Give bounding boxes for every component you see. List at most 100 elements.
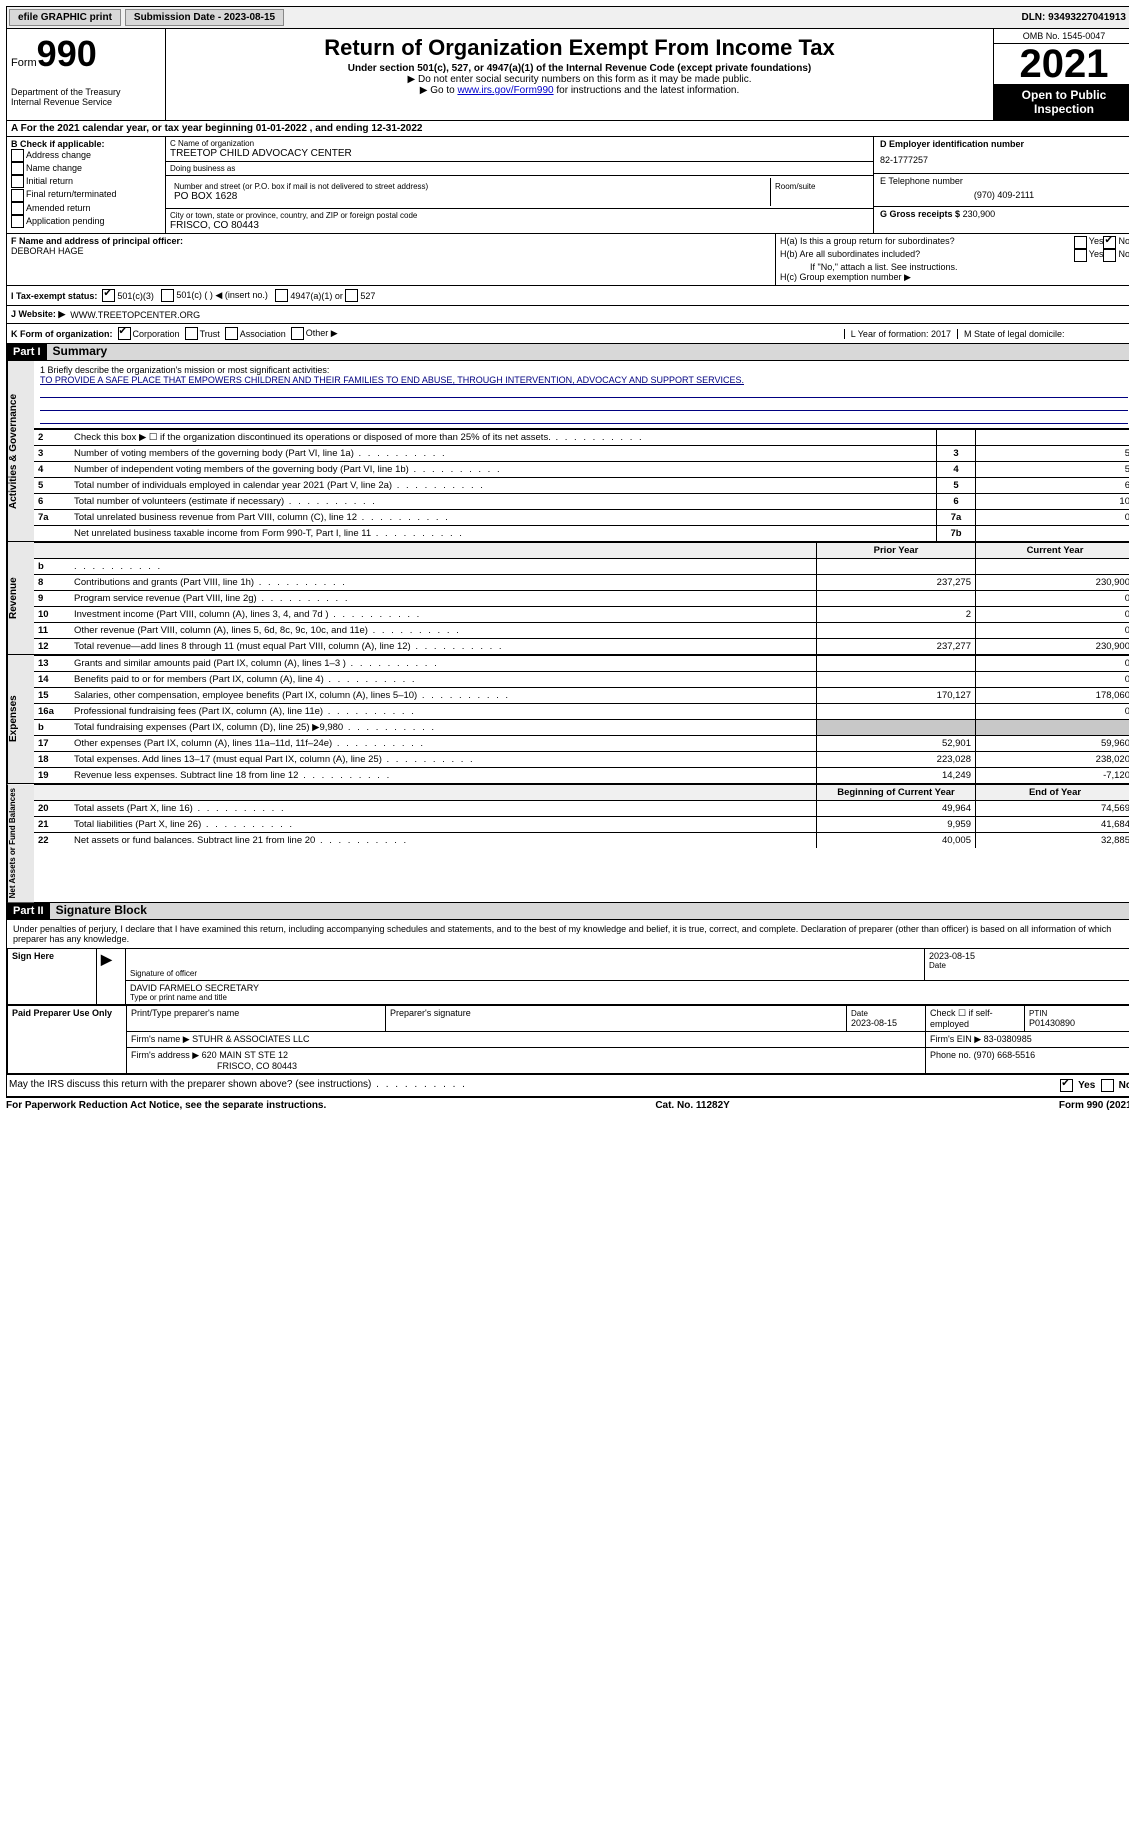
note2-pre: ▶ Go to (420, 85, 458, 96)
check-name-change[interactable]: Name change (11, 162, 161, 175)
ein-label: D Employer identification number (880, 139, 1128, 149)
website-value: WWW.TREETOPCENTER.ORG (70, 310, 200, 320)
line-a: A For the 2021 calendar year, or tax yea… (6, 121, 1129, 137)
addr-value: PO BOX 1628 (174, 191, 766, 202)
dept-label: Department of the Treasury Internal Reve… (11, 87, 161, 107)
governance-table: 2Check this box ▶ ☐ if the organization … (34, 429, 1129, 541)
city-value: FRISCO, CO 80443 (170, 220, 869, 231)
tab-revenue: Revenue (7, 542, 34, 654)
org-name: TREETOP CHILD ADVOCACY CENTER (170, 148, 869, 159)
addr-label: Number and street (or P.O. box if mail i… (174, 182, 766, 191)
prep-date-label: Date (851, 1009, 868, 1018)
mission-text: TO PROVIDE A SAFE PLACE THAT EMPOWERS CH… (40, 375, 1128, 385)
ssn-note: ▶ Do not enter social security numbers o… (176, 74, 983, 85)
paid-preparer-label: Paid Preparer Use Only (8, 1006, 127, 1074)
form-title: Return of Organization Exempt From Incom… (176, 35, 983, 61)
sig-date-label: Date (929, 961, 1129, 970)
box-d: D Employer identification number82-17772… (874, 137, 1129, 233)
prep-name-label: Print/Type preparer's name (127, 1006, 386, 1032)
goto-note: ▶ Go to www.irs.gov/Form990 for instruct… (176, 85, 983, 96)
discuss-label: May the IRS discuss this return with the… (9, 1079, 467, 1092)
h-a: H(a) Is this a group return for subordin… (780, 236, 1074, 249)
gross-value: 230,900 (963, 209, 996, 219)
form-footer: Form 990 (2021) (1059, 1100, 1129, 1111)
ein-value: 82-1777257 (880, 149, 1128, 171)
netassets-table: Beginning of Current YearEnd of Year20To… (34, 784, 1129, 848)
mission-q: 1 Briefly describe the organization's mi… (40, 365, 1128, 375)
state-domicile: M State of legal domicile: (957, 329, 1129, 339)
year-formation: L Year of formation: 2017 (844, 329, 957, 339)
gross-label: G Gross receipts $ (880, 209, 960, 219)
check-app-pending[interactable]: Application pending (11, 215, 161, 228)
check-initial-return[interactable]: Initial return (11, 175, 161, 188)
dln-label: DLN: 93493227041913 (1013, 10, 1129, 25)
hb-no[interactable] (1103, 249, 1116, 262)
paperwork-notice: For Paperwork Reduction Act Notice, see … (6, 1100, 326, 1111)
org-name-label: C Name of organization (170, 139, 869, 148)
part1-title: Summary (47, 344, 108, 358)
part2-title: Signature Block (50, 903, 147, 917)
prep-sig-label: Preparer's signature (386, 1006, 847, 1032)
dba-label: Doing business as (170, 164, 869, 173)
form-header: Form990 Department of the Treasury Inter… (6, 29, 1129, 121)
tab-governance: Activities & Governance (7, 361, 34, 541)
open-inspection: Open to Public Inspection (994, 84, 1129, 120)
phone-label: E Telephone number (880, 176, 1128, 186)
ha-no[interactable] (1103, 236, 1116, 249)
sign-arrow-icon: ▶ (101, 951, 112, 967)
ptin-label: PTIN (1029, 1009, 1047, 1018)
check-527[interactable] (345, 289, 358, 302)
firm-name-label: Firm's name ▶ (131, 1034, 190, 1044)
prep-check-label: Check ☐ if self-employed (926, 1006, 1025, 1032)
part2-header: Part II (7, 903, 50, 919)
line-k-label: K Form of organization: (11, 329, 113, 339)
irs-link[interactable]: www.irs.gov/Form990 (457, 85, 553, 96)
h-c: H(c) Group exemption number ▶ (780, 272, 1129, 283)
officer-name: DEBORAH HAGE (11, 246, 771, 256)
top-bar: efile GRAPHIC print Submission Date - 20… (6, 6, 1129, 29)
cat-no: Cat. No. 11282Y (655, 1100, 729, 1111)
check-501c[interactable] (161, 289, 174, 302)
box-c: C Name of organizationTREETOP CHILD ADVO… (166, 137, 874, 233)
check-corp[interactable] (118, 327, 131, 340)
discuss-no[interactable] (1101, 1079, 1114, 1092)
check-final-return[interactable]: Final return/terminated (11, 188, 161, 201)
tab-expenses: Expenses (7, 655, 34, 783)
discuss-yes[interactable] (1060, 1079, 1073, 1092)
check-501c3[interactable] (102, 289, 115, 302)
efile-print-button[interactable]: efile GRAPHIC print (9, 9, 121, 26)
line-i-label: I Tax-exempt status: (11, 291, 97, 301)
hb-yes[interactable] (1074, 249, 1087, 262)
h-b: H(b) Are all subordinates included? (780, 249, 1074, 262)
expenses-table: 13Grants and similar amounts paid (Part … (34, 655, 1129, 783)
check-trust[interactable] (185, 327, 198, 340)
line-j-label: J Website: ▶ (11, 309, 65, 320)
ha-yes[interactable] (1074, 236, 1087, 249)
ptin-value: P01430890 (1029, 1018, 1075, 1028)
check-amended-return[interactable]: Amended return (11, 202, 161, 215)
revenue-table: Prior YearCurrent Yearb8Contributions an… (34, 542, 1129, 654)
firm-city: FRISCO, CO 80443 (131, 1061, 297, 1071)
sig-date: 2023-08-15 (929, 951, 1129, 961)
sign-here-label: Sign Here (8, 949, 97, 1005)
form-subtitle: Under section 501(c), 527, or 4947(a)(1)… (176, 63, 983, 74)
officer-label: F Name and address of principal officer: (11, 236, 771, 246)
sig-name: DAVID FARMELO SECRETARY (130, 983, 1129, 993)
box-b-title: B Check if applicable: (11, 139, 161, 149)
city-label: City or town, state or province, country… (170, 211, 869, 220)
check-address-change[interactable]: Address change (11, 149, 161, 162)
check-4947[interactable] (275, 289, 288, 302)
penalty-statement: Under penalties of perjury, I declare th… (7, 920, 1129, 948)
firm-addr: 620 MAIN ST STE 12 (202, 1050, 288, 1060)
room-label: Room/suite (775, 182, 865, 191)
sig-name-label: Type or print name and title (130, 993, 1129, 1002)
check-other[interactable] (291, 327, 304, 340)
sig-officer-label: Signature of officer (130, 969, 920, 978)
h-b-note: If "No," attach a list. See instructions… (780, 262, 1129, 272)
form-number: 990 (37, 33, 97, 74)
prep-date: 2023-08-15 (851, 1018, 897, 1028)
box-b: B Check if applicable: Address change Na… (7, 137, 166, 233)
firm-name: STUHR & ASSOCIATES LLC (192, 1034, 309, 1044)
part1-header: Part I (7, 344, 47, 360)
check-assoc[interactable] (225, 327, 238, 340)
